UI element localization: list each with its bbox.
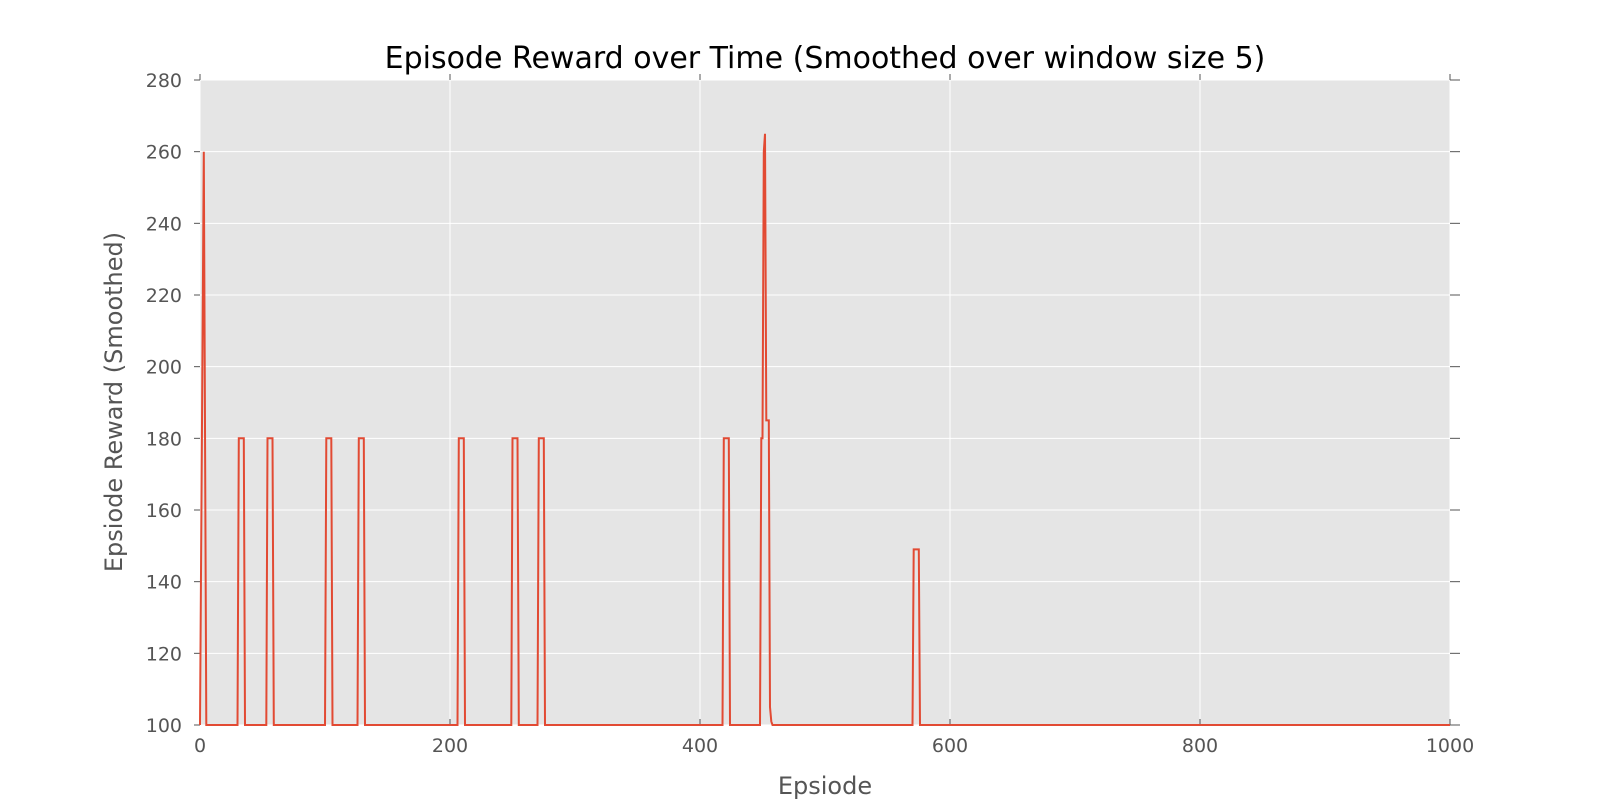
axis-ticks [194,74,1460,726]
x-tick-label: 400 [682,735,718,757]
x-tick-label: 200 [432,735,468,757]
x-tick-label: 0 [194,735,206,757]
x-tick-label: 800 [1182,735,1218,757]
chart-title: Episode Reward over Time (Smoothed over … [385,41,1266,76]
y-tick-label: 180 [146,428,182,450]
grid [199,79,1451,726]
y-tick-label: 160 [146,500,182,522]
y-tick-label: 220 [146,285,182,307]
x-tick-label: 600 [932,735,968,757]
y-tick-label: 260 [146,142,182,164]
y-tick-label: 100 [146,715,182,737]
y-axis-label: Epsiode Reward (Smoothed) [100,232,128,572]
axis-tick-labels: 0 200 400 600 800 1000 100 120 140 160 180 200 220 24… [146,70,1474,757]
series-line [199,133,1450,726]
y-tick-label: 240 [146,213,182,235]
y-tick-label: 120 [146,643,182,665]
x-axis-label: Epsiode [778,772,872,800]
y-tick-label: 280 [146,70,182,92]
x-tick-label: 1000 [1426,735,1474,757]
y-tick-label: 140 [146,572,182,594]
plot-background [200,80,1450,725]
y-tick-label: 200 [146,357,182,379]
